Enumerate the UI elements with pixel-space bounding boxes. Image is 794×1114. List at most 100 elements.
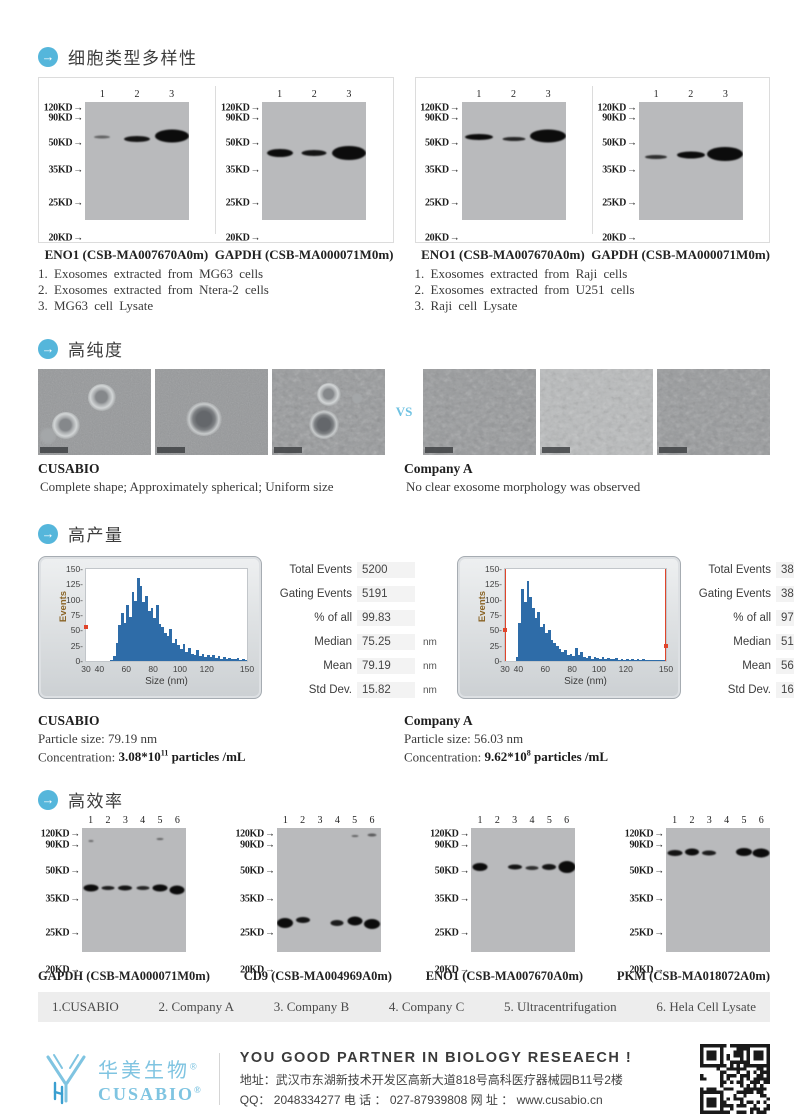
tem-image-cusabio-2 <box>155 369 268 455</box>
molecular-weight-marker: 35KD→ <box>602 164 637 176</box>
stat-label: Median <box>314 636 352 648</box>
lane-number: 2 <box>311 89 317 100</box>
marker-arrow-icon: → <box>654 964 664 976</box>
molecular-weight-marker: 35KD→ <box>45 893 80 905</box>
stat-row: % of all 97.89 <box>687 610 794 626</box>
histogram-bar <box>139 586 143 661</box>
protein-band <box>464 134 493 141</box>
histogram-bar <box>134 600 138 661</box>
blot-stack: 1 2 3 <box>262 89 367 232</box>
protein-band <box>525 866 539 870</box>
purity-description: No clear exosome morphology was observed <box>406 479 641 494</box>
stat-row: Mean 79.19 nm <box>268 658 443 674</box>
histogram-bar <box>196 649 199 661</box>
section-title: 高效率 <box>68 792 124 812</box>
stat-row: Median 75.25 nm <box>268 634 443 650</box>
y-axis-tick-label: 0- <box>75 656 83 666</box>
histogram-bar <box>582 657 586 661</box>
particle-size-text: Particle size: 79.19 nm <box>38 731 158 746</box>
protein-band <box>101 885 115 890</box>
molecular-weight-marker: 50KD→ <box>434 865 470 877</box>
diversity-blot-boxes: 120KD→ 90KD→ 50KD→ 35KD→ 25KD→ 20KD→ 1 2 3 120KD… <box>38 77 770 244</box>
marker-arrow-icon: → <box>449 232 460 244</box>
x-axis-tick-label: 30 <box>500 664 510 674</box>
antibody-logo-icon <box>46 1054 86 1105</box>
lane-number: 1 <box>477 815 483 827</box>
stat-label: % of all <box>314 612 352 624</box>
histogram-bar <box>564 649 567 661</box>
lane-number: 2 <box>688 89 694 100</box>
lane-numbers: 1 2 3 <box>262 89 366 102</box>
scale-bar <box>425 447 453 453</box>
molecular-weight-marker: 90KD→ <box>45 839 80 851</box>
exosome-particle <box>185 401 222 436</box>
y-axis-tick-label: 150- <box>65 564 83 574</box>
marker-arrow-icon: → <box>70 927 80 939</box>
marker-arrow-icon: → <box>627 164 637 176</box>
tem-noise-texture <box>540 369 653 455</box>
lane-number: 2 <box>300 815 306 827</box>
marker-arrow-icon: → <box>70 893 80 905</box>
protein-band <box>507 864 522 870</box>
lane-number: 4 <box>334 815 340 827</box>
blot-membrane <box>85 102 189 220</box>
histogram-bar <box>185 651 189 661</box>
gate-line <box>665 569 666 661</box>
histogram-bar <box>158 624 162 661</box>
protein-band <box>347 916 363 926</box>
stat-row: Gating Events 3811 <box>687 586 794 602</box>
lane-number: 5 <box>546 815 552 827</box>
lane-number: 1 <box>653 89 659 100</box>
molecular-weight-marker: 20KD→ <box>434 964 470 976</box>
protein-band <box>735 847 752 856</box>
y-axis-tick-label: 50- <box>70 625 83 636</box>
blot-caption: GAPDH (CSB-MA000071M0m) <box>214 247 394 262</box>
protein-band <box>331 145 366 160</box>
histogram-bar <box>566 654 570 661</box>
tem-image-row: VS <box>38 369 770 455</box>
stat-label: Total Events <box>708 564 771 576</box>
histogram-bar <box>644 660 648 661</box>
stats-block-companyA: Total Events 3893 Gating Events 3811 % of al… <box>687 556 794 698</box>
molecular-weight-marker: 35KD→ <box>48 164 83 176</box>
purity-description: Complete shape; Approximately spherical;… <box>40 479 334 494</box>
western-blot: 120KD→ 90KD→ 50KD→ 35KD→ 25KD→ 20KD→ 1 2 3 <box>41 89 207 244</box>
blot-membrane <box>638 102 743 220</box>
marker-arrow-icon: → <box>250 197 261 209</box>
y-axis-tick-label: 25- <box>70 640 83 651</box>
lane-number: 6 <box>369 815 375 827</box>
marker-arrow-icon: → <box>250 232 261 244</box>
marker-arrow-icon: → <box>250 164 261 176</box>
marker-arrow-icon: → <box>459 893 470 905</box>
x-axis-tick-label: 60 <box>121 664 131 674</box>
histogram-bar <box>198 656 202 661</box>
protein-band <box>295 917 310 924</box>
vs-label: VS <box>395 404 413 419</box>
lane-number: 1 <box>476 89 482 100</box>
arrow-bullet-icon: → <box>38 338 58 359</box>
histogram-bar <box>188 647 191 661</box>
marker-arrow-icon: → <box>627 102 637 114</box>
blot-stack: 1 2 3 <box>85 89 189 232</box>
histogram-bar <box>625 658 629 661</box>
histogram-bar <box>609 659 613 661</box>
y-axis-tick-label: 150- <box>484 564 502 574</box>
histogram-bar <box>215 657 218 661</box>
western-blot-gapdh: 120KD→ 90KD→ 50KD→ 35KD→ 25KD→ 20KD→ 1 2 3 4 5 6 <box>38 815 186 976</box>
histogram-bar <box>599 658 602 661</box>
scale-bar <box>40 447 68 453</box>
protein-band <box>136 885 150 890</box>
particle-size-histogram-cusabio: 0- 25- 50- 75- 100- 125- 150- 30 40 60 80 100 120 150… <box>38 556 262 699</box>
marker-column: 120KD→ 90KD→ 50KD→ 35KD→ 25KD→ 20KD→ <box>218 90 262 244</box>
marker-arrow-icon: → <box>459 839 470 851</box>
note-line: 1. Exosomes extracted from MG63 cells <box>38 266 264 281</box>
y-axis-tick-label: 25- <box>489 640 502 651</box>
tem-image-companyA-2 <box>540 369 653 455</box>
exosome-particle <box>351 393 364 405</box>
stat-label: Std Dev. <box>727 684 771 696</box>
histogram-bar <box>615 657 618 661</box>
histogram-bar <box>209 657 213 661</box>
